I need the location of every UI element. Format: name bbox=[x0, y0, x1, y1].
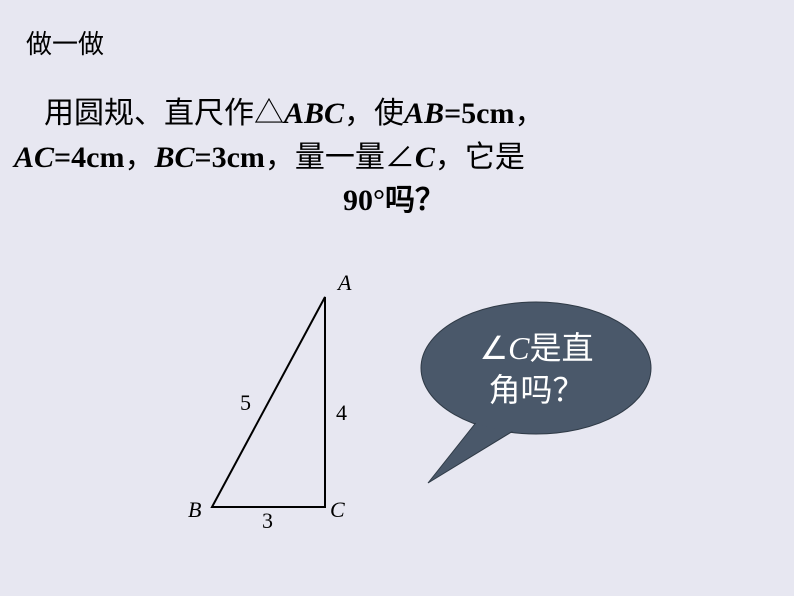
bc: BC bbox=[154, 141, 194, 174]
side-ac-label: 4 bbox=[336, 400, 347, 426]
vertex-b-label: B bbox=[188, 497, 201, 523]
bubble-text: ∠C是直 角吗？ bbox=[418, 328, 655, 411]
t2: ，使 bbox=[344, 97, 404, 130]
eq5: =5cm bbox=[444, 97, 514, 130]
t1: 用圆规、直尺作△ bbox=[14, 97, 284, 130]
triangle-diagram: A B C 5 4 3 bbox=[190, 272, 390, 572]
t4: ，它是 bbox=[435, 141, 525, 174]
triangle-svg bbox=[190, 272, 390, 542]
bt3: 角吗？ bbox=[488, 372, 584, 408]
eq4: =4cm bbox=[54, 141, 124, 174]
bt-c: C bbox=[508, 330, 529, 366]
tri: ABC bbox=[284, 97, 344, 130]
bt2: 是直 bbox=[530, 330, 594, 366]
c2: ， bbox=[124, 141, 154, 174]
question-prompt: 用圆规、直尺作△ABC，使AB=5cm， AC=4cm，BC=3cm，量一量∠C… bbox=[14, 92, 774, 223]
vertex-c-label: C bbox=[330, 497, 345, 523]
c: C bbox=[415, 141, 435, 174]
side-ab-label: 5 bbox=[240, 390, 251, 416]
vertex-a-label: A bbox=[338, 270, 351, 296]
ab: AB bbox=[404, 97, 444, 130]
line3: 90°吗？ bbox=[14, 179, 774, 223]
ac: AC bbox=[14, 141, 54, 174]
eq3: =3cm bbox=[194, 141, 264, 174]
c1: ， bbox=[514, 97, 544, 130]
section-header: 做一做 bbox=[26, 24, 104, 61]
side-bc-label: 3 bbox=[262, 508, 273, 534]
t3: ，量一量∠ bbox=[265, 141, 415, 174]
bt1: ∠ bbox=[479, 330, 508, 366]
speech-bubble: ∠C是直 角吗？ bbox=[418, 298, 658, 448]
